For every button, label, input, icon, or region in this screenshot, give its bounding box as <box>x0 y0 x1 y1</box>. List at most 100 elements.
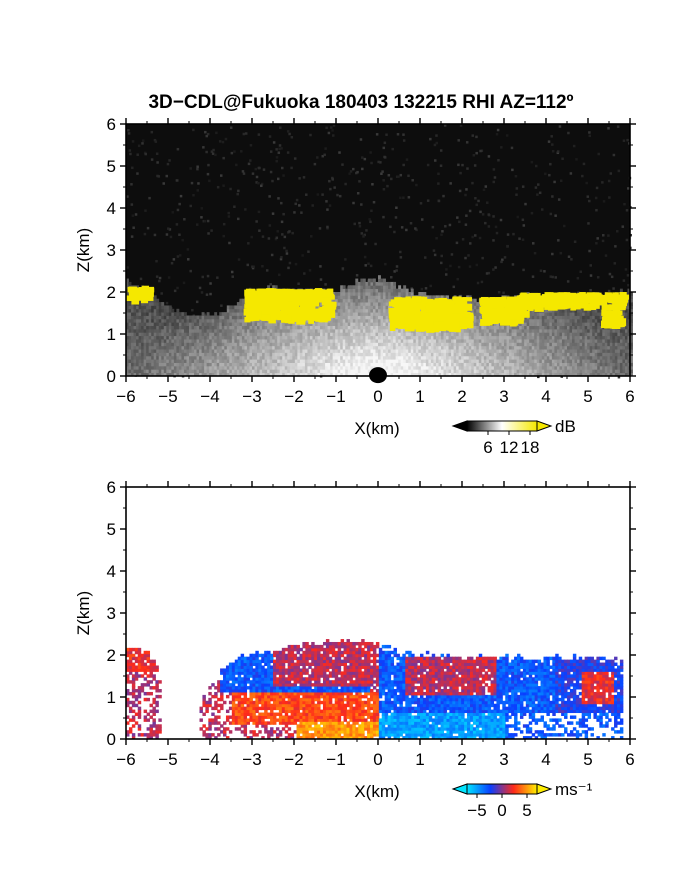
reflectivity-echo-cell <box>239 355 243 360</box>
reflectivity-echo-cell <box>342 292 346 296</box>
reflectivity-echo-cell <box>471 359 475 363</box>
reflectivity-noise-pixel <box>424 256 427 259</box>
reflectivity-echo-cell <box>418 339 422 343</box>
reflectivity-echo-cell <box>221 362 225 367</box>
reflectivity-noise-pixel <box>260 184 263 188</box>
reflectivity-echo-cell <box>332 355 336 360</box>
reflectivity-echo-cell <box>141 362 145 367</box>
reflectivity-echo-cell <box>451 362 454 367</box>
reflectivity-noise-pixel <box>321 154 324 158</box>
reflectivity-echo-cell <box>342 285 346 290</box>
reflectivity-echo-cell <box>294 352 298 357</box>
reflectivity-echo-cell <box>415 365 419 370</box>
reflectivity-echo-cell <box>405 292 409 296</box>
reflectivity-echo-cell <box>214 359 218 363</box>
reflectivity-echo-cell <box>294 335 298 340</box>
reflectivity-echo-cell <box>342 372 346 377</box>
reflectivity-echo-cell <box>383 342 386 347</box>
reflectivity-echo-cell <box>524 322 528 326</box>
reflectivity-noise-pixel <box>589 274 593 277</box>
reflectivity-echo-cell <box>292 322 296 326</box>
reflectivity-echo-cell <box>385 359 389 363</box>
reflectivity-noise-pixel <box>261 265 264 268</box>
reflectivity-echo-cell <box>380 288 384 293</box>
reflectivity-echo-cell <box>173 359 177 363</box>
reflectivity-echo-cell <box>166 318 170 323</box>
reflectivity-echo-cell <box>367 352 371 357</box>
reflectivity-echo-cell <box>307 332 311 337</box>
reflectivity-echo-cell <box>262 369 265 374</box>
reflectivity-echo-cell <box>388 342 391 347</box>
reflectivity-echo-cell <box>539 372 543 377</box>
reflectivity-echo-cell <box>378 302 381 306</box>
reflectivity-echo-cell <box>453 349 457 353</box>
reflectivity-echo-cell <box>539 322 543 326</box>
reflectivity-noise-pixel <box>227 215 231 218</box>
reflectivity-echo-cell <box>136 325 139 330</box>
reflectivity-echo-cell <box>241 335 245 340</box>
reflectivity-echo-cell <box>438 359 442 363</box>
reflectivity-echo-cell <box>312 325 316 330</box>
reflectivity-echo-cell <box>126 352 129 357</box>
reflectivity-noise-pixel <box>493 176 497 179</box>
reflectivity-echo-cell <box>309 352 313 357</box>
reflectivity-echo-cell <box>244 322 248 326</box>
reflectivity-noise-pixel <box>341 163 344 166</box>
reflectivity-echo-cell <box>529 365 533 370</box>
reflectivity-echo-cell <box>181 332 185 337</box>
reflectivity-echo-cell <box>453 365 457 370</box>
reflectivity-echo-cell <box>519 359 523 363</box>
reflectivity-echo-cell <box>219 315 223 320</box>
reflectivity-noise-pixel <box>370 161 373 165</box>
reflectivity-echo-cell <box>166 312 170 316</box>
reflectivity-echo-cell <box>539 335 543 340</box>
reflectivity-echo-cell <box>171 339 175 343</box>
reflectivity-echo-cell <box>362 318 366 323</box>
reflectivity-echo-cell <box>287 339 291 343</box>
reflectivity-noise-pixel <box>237 189 240 193</box>
reflectivity-noise-pixel <box>375 133 379 136</box>
reflectivity-echo-cell <box>156 325 160 330</box>
reflectivity-echo-cell <box>332 369 336 374</box>
reflectivity-echo-cell <box>229 352 233 357</box>
reflectivity-echo-cell <box>249 365 253 370</box>
reflectivity-echo-cell <box>345 335 349 340</box>
reflectivity-echo-cell <box>294 345 298 350</box>
reflectivity-echo-cell <box>309 369 313 374</box>
reflectivity-echo-cell <box>488 365 492 370</box>
reflectivity-echo-cell <box>224 359 228 363</box>
reflectivity-echo-cell <box>249 369 253 374</box>
reflectivity-echo-cell <box>143 352 147 357</box>
reflectivity-echo-cell <box>400 339 404 343</box>
reflectivity-echo-cell <box>471 369 475 374</box>
reflectivity-echo-cell <box>181 315 185 320</box>
reflectivity-echo-cell <box>239 318 243 323</box>
reflectivity-echo-cell <box>425 355 429 360</box>
reflectivity-noise-pixel <box>414 227 417 230</box>
reflectivity-echo-cell <box>443 342 447 347</box>
reflectivity-echo-cell <box>239 322 243 326</box>
reflectivity-echo-cell <box>156 318 160 323</box>
reflectivity-echo-cell <box>398 342 402 347</box>
reflectivity-echo-cell <box>342 342 346 347</box>
reflectivity-echo-cell <box>367 281 371 286</box>
reflectivity-echo-cell <box>226 305 230 310</box>
reflectivity-echo-cell <box>415 345 419 350</box>
reflectivity-noise-pixel <box>407 196 411 199</box>
reflectivity-echo-cell <box>413 328 417 333</box>
reflectivity-echo-cell <box>272 369 276 374</box>
reflectivity-echo-cell <box>536 369 540 374</box>
reflectivity-echo-cell <box>148 362 152 367</box>
reflectivity-echo-cell <box>267 369 271 374</box>
reflectivity-echo-cell <box>158 352 162 357</box>
reflectivity-echo-cell <box>327 345 331 350</box>
reflectivity-echo-cell <box>413 335 417 340</box>
reflectivity-echo-cell <box>501 335 505 340</box>
reflectivity-echo-cell <box>325 369 328 374</box>
reflectivity-echo-cell <box>388 365 391 370</box>
reflectivity-echo-cell <box>362 292 366 296</box>
reflectivity-echo-cell <box>516 362 520 367</box>
reflectivity-echo-cell <box>476 305 480 310</box>
reflectivity-echo-cell <box>393 352 397 357</box>
reflectivity-echo-cell <box>196 352 200 357</box>
